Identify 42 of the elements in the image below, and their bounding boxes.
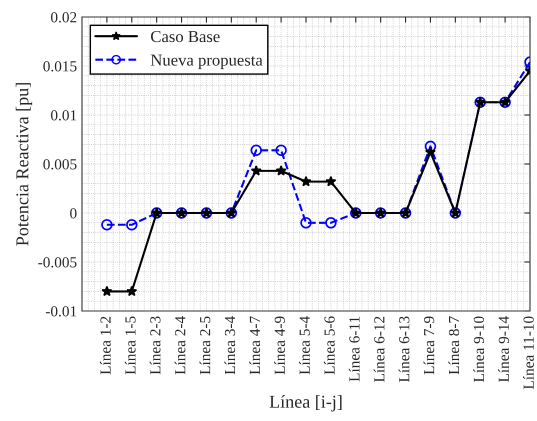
point — [101, 286, 112, 296]
point — [300, 217, 312, 228]
x-tick-label: Línea 9-14 — [498, 316, 509, 382]
x-tick-label: Línea 2-5 — [199, 316, 210, 374]
point — [300, 176, 312, 186]
point — [250, 165, 262, 176]
x-tick-label: Línea 11-10 — [523, 316, 534, 390]
y-tick-label: -0.01 — [46, 306, 76, 317]
x-tick-label: Línea 8-7 — [448, 316, 460, 374]
y-tick-label: -0.005 — [38, 257, 77, 268]
x-tick-label: Línea 6-11 — [348, 316, 360, 382]
y-tick-label: 0.015 — [43, 61, 77, 72]
x-tick-label: Línea 4-9 — [274, 316, 285, 374]
x-tick-label: Línea 7-9 — [423, 316, 434, 374]
y-tick-label: 0.005 — [43, 159, 77, 170]
x-tick-label: Línea 6-12 — [374, 316, 384, 382]
y-tick-label: 0 — [70, 208, 77, 218]
point — [275, 144, 287, 156]
x-axis-title: Línea [i-j] — [270, 395, 342, 412]
point — [101, 219, 113, 230]
point — [276, 165, 287, 176]
x-tick-label: Línea 6-13 — [398, 316, 410, 382]
y-axis-title: Potencia Reactiva [pu] — [16, 83, 32, 246]
x-tick-label: Línea 9-10 — [473, 316, 484, 382]
point — [250, 144, 262, 156]
point — [126, 286, 138, 296]
point — [126, 219, 138, 230]
x-tick-label: Línea 2-3 — [150, 316, 160, 374]
point — [424, 146, 436, 158]
legend-label: Caso Base — [151, 30, 220, 42]
x-tick-label: Línea 2-4 — [174, 316, 186, 374]
x-tick-label: Línea 1-2 — [100, 316, 111, 374]
legend-label: Nueva propuesta — [150, 54, 263, 70]
y-tick-label: 0.02 — [50, 12, 76, 23]
point — [325, 217, 337, 228]
x-tick-label: Línea 3-4 — [224, 316, 236, 374]
y-tick-label: 0.01 — [50, 110, 76, 121]
x-tick-label: Línea 5-6 — [324, 316, 335, 374]
x-tick-label: Línea 4-7 — [249, 316, 260, 374]
point — [325, 176, 336, 186]
x-tick-label: Línea 5-4 — [299, 316, 310, 374]
x-tick-label: Línea 1-5 — [124, 316, 136, 374]
